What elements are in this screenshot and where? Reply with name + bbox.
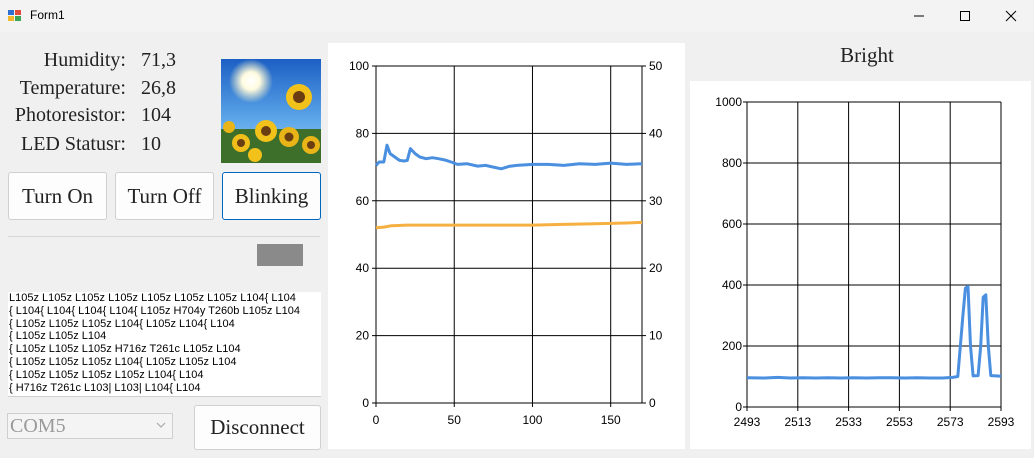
humidity-temperature-chart: 0 50 100 150 0 20 40 60 80 100 0 10 20 30 40 50: [349, 59, 663, 427]
y-left-tick-label: 40: [356, 261, 370, 275]
photoresistor-label: Photoresistor:: [14, 104, 126, 126]
temperature-label: Temperature:: [19, 77, 126, 99]
y-left-tick-label: 60: [356, 194, 370, 208]
title-bar: Form1: [0, 0, 1034, 32]
y-tick-label: 800: [722, 156, 742, 170]
com-port-value: COM5: [10, 415, 66, 437]
x-tick-label: 2493: [734, 415, 761, 429]
bright-chart-title: Bright: [840, 43, 894, 67]
log-line: { L105z L105z L105z L105z L104{ L104: [9, 368, 204, 381]
bright-chart: 2493 2513 2533 2553 2573 2593 0 200 400 600 800 100…: [715, 95, 1015, 429]
x-tick-label: 100: [522, 413, 542, 427]
maximize-icon: [960, 11, 970, 21]
y-tick-label: 600: [722, 217, 742, 231]
x-tick-label: 2513: [784, 415, 811, 429]
y-left-tick-label: 20: [356, 329, 370, 343]
humidity-temperature-chart-panel: 0 50 100 150 0 20 40 60 80 100 0 10 20 30 40 50: [328, 43, 685, 449]
maximize-button[interactable]: [942, 0, 988, 32]
log-line: { H716z T261c L103| L103| L104{ L104: [9, 381, 201, 394]
humidity-value: 71,3: [141, 49, 176, 71]
photoresistor-value: 104: [141, 104, 171, 126]
y-left-tick-label: 100: [349, 59, 369, 73]
serial-log-box[interactable]: L105z L105z L105z L105z L105z L105z L105…: [8, 292, 321, 397]
led-status-value: 10: [141, 133, 161, 155]
led-status-label: LED Statusr:: [21, 133, 126, 155]
minimize-button[interactable]: [896, 0, 942, 32]
humidity-series-line: [374, 143, 643, 171]
com-port-select[interactable]: COM5: [7, 413, 173, 439]
x-tick-label: 150: [601, 413, 621, 427]
humidity-label: Humidity:: [43, 49, 126, 71]
app-icon: [8, 10, 21, 21]
y-right-tick-label: 10: [649, 329, 663, 343]
disconnect-button[interactable]: Disconnect: [194, 405, 321, 450]
y-tick-label: 400: [722, 278, 742, 292]
y-right-tick-label: 30: [649, 194, 663, 208]
x-tick-label: 2533: [835, 415, 862, 429]
x-tick-label: 0: [373, 413, 380, 427]
y-tick-label: 1000: [715, 95, 742, 109]
temperature-value: 26,8: [141, 77, 176, 99]
x-tick-label: 2593: [988, 415, 1015, 429]
log-line: { L105z L105z L105z L104{ L105z L105z L1…: [9, 355, 237, 368]
y-right-tick-label: 40: [649, 126, 663, 140]
x-tick-label: 2553: [886, 415, 913, 429]
log-line: L105z L105z L105z L105z L105z L105z L105…: [9, 292, 296, 304]
turn-off-button[interactable]: Turn Off: [115, 172, 214, 220]
y-right-tick-label: 0: [649, 396, 656, 410]
y-left-tick-label: 0: [362, 396, 369, 410]
led-indicator: [257, 244, 303, 266]
y-tick-label: 0: [735, 400, 742, 414]
bright-chart-panel: 2493 2513 2533 2553 2573 2593 0 200 400 600 800 100…: [690, 81, 1031, 449]
turn-on-button[interactable]: Turn On: [8, 172, 107, 220]
chevron-down-icon: [156, 422, 166, 428]
divider: [8, 236, 320, 237]
bright-series-line: [746, 285, 1002, 380]
sunflower-image: [221, 59, 321, 163]
close-icon: [1005, 10, 1017, 22]
window-title: Form1: [30, 8, 65, 22]
log-line: { L105z L105z L105z L104{ L105z L104{ L1…: [9, 317, 235, 330]
x-tick-label: 50: [448, 413, 462, 427]
y-left-tick-label: 80: [356, 126, 370, 140]
x-tick-label: 2573: [937, 415, 964, 429]
blinking-button[interactable]: Blinking: [222, 172, 321, 220]
log-line: { L105z L105z L104: [9, 330, 107, 343]
minimize-icon: [914, 15, 924, 17]
y-right-tick-label: 50: [649, 59, 663, 73]
temperature-series-line: [375, 220, 643, 230]
log-line: { L104{ L104{ L104{ L104{ L105z H704y T2…: [9, 304, 300, 317]
close-button[interactable]: [988, 0, 1034, 32]
y-tick-label: 200: [722, 339, 742, 353]
y-right-tick-label: 20: [649, 261, 663, 275]
log-line: { L105z L105z L105z H716z T261c L105z L1…: [9, 343, 241, 356]
